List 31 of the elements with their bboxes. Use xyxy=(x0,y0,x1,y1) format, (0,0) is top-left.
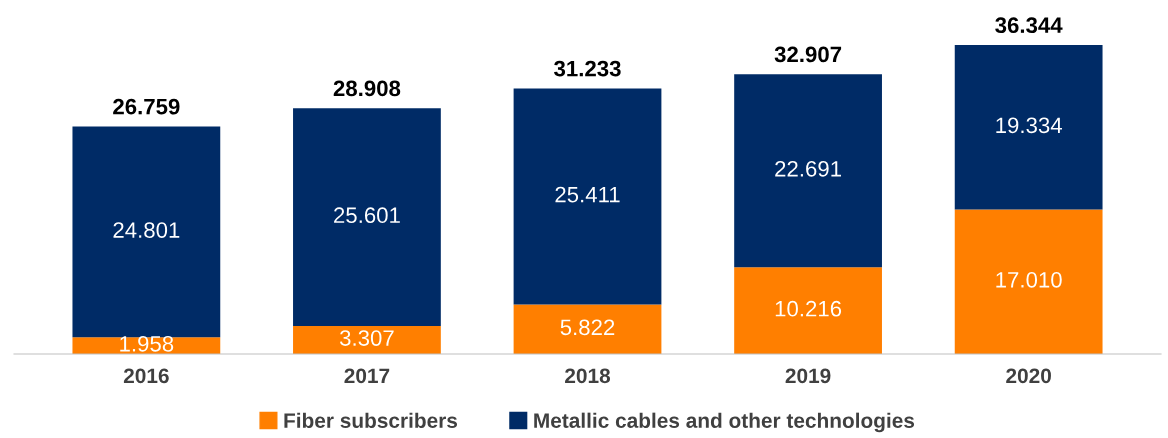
total-label: 26.759 xyxy=(113,98,180,115)
total-label: 28.908 xyxy=(333,80,401,97)
x-tick-label: 2018 xyxy=(565,368,611,384)
bar xyxy=(954,209,1103,354)
total-label: 32.907 xyxy=(774,46,842,63)
legend-label: Fiber subscribers xyxy=(284,412,458,428)
total-label: 36.344 xyxy=(995,17,1063,34)
data-label: 17.010 xyxy=(996,271,1062,288)
data-label: 10.216 xyxy=(775,300,842,317)
data-label: 3.307 xyxy=(339,330,394,346)
bar xyxy=(513,88,662,305)
data-label: 1.958 xyxy=(120,335,174,352)
data-label: 25.601 xyxy=(334,207,400,224)
bar xyxy=(513,304,662,354)
bar xyxy=(954,45,1103,210)
bar xyxy=(293,108,441,326)
legend-label: Metallic cables and other technologies xyxy=(534,412,915,433)
x-tick-label: 2016 xyxy=(123,368,169,384)
data-label: 19.334 xyxy=(996,117,1062,134)
data-label: 22.691 xyxy=(775,160,841,177)
bar xyxy=(293,325,441,354)
bar xyxy=(734,74,882,268)
data-label: 24.801 xyxy=(113,222,180,238)
bar xyxy=(72,126,221,338)
bar xyxy=(734,267,882,354)
total-label: 31.233 xyxy=(554,60,621,77)
x-tick-label: 2020 xyxy=(1006,368,1051,384)
x-tick-label: 2019 xyxy=(785,368,831,384)
data-label: 5.822 xyxy=(560,319,615,336)
data-label: 25.411 xyxy=(555,186,620,203)
x-tick-label: 2017 xyxy=(344,368,390,384)
